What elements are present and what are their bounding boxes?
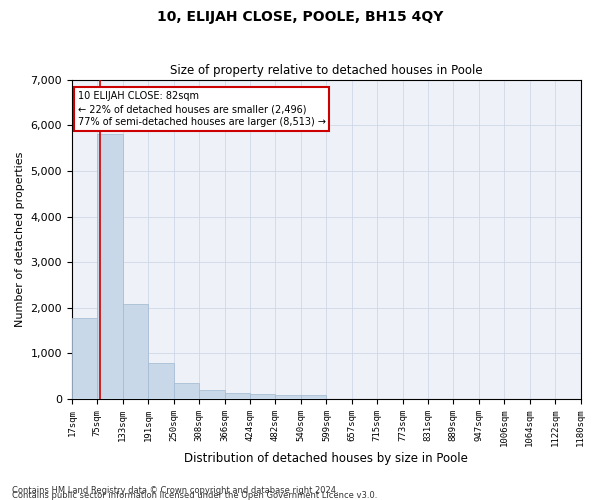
Title: Size of property relative to detached houses in Poole: Size of property relative to detached ho… [170,64,482,77]
Bar [174,383,199,399]
Bar [224,393,250,399]
Bar [122,304,148,399]
Bar [72,318,97,399]
Bar [275,394,301,399]
Text: Contains HM Land Registry data © Crown copyright and database right 2024.: Contains HM Land Registry data © Crown c… [12,486,338,495]
Bar [199,390,224,399]
Y-axis label: Number of detached properties: Number of detached properties [15,152,25,327]
Text: Contains public sector information licensed under the Open Government Licence v3: Contains public sector information licen… [12,491,377,500]
Text: 10 ELIJAH CLOSE: 82sqm
← 22% of detached houses are smaller (2,496)
77% of semi-: 10 ELIJAH CLOSE: 82sqm ← 22% of detached… [77,91,326,128]
Bar [250,394,275,399]
Bar [301,396,326,399]
Bar [148,362,174,399]
Bar [97,134,122,399]
X-axis label: Distribution of detached houses by size in Poole: Distribution of detached houses by size … [184,452,468,465]
Text: 10, ELIJAH CLOSE, POOLE, BH15 4QY: 10, ELIJAH CLOSE, POOLE, BH15 4QY [157,10,443,24]
